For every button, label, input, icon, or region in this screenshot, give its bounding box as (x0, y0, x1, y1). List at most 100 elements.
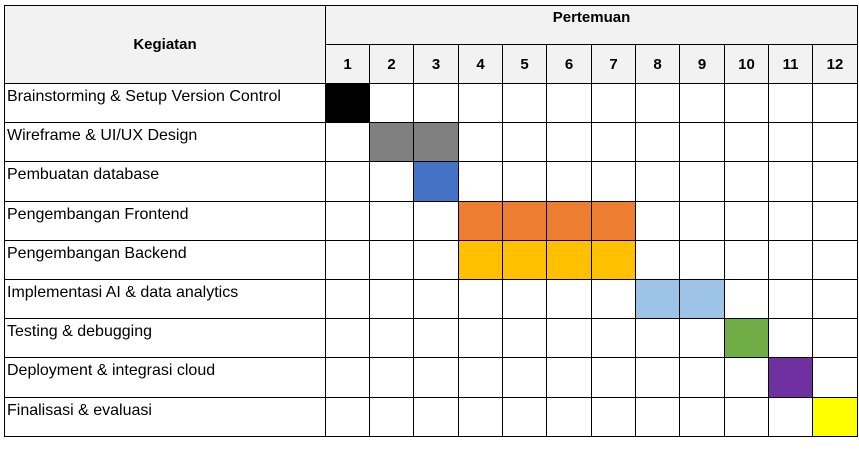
table-row: Brainstorming & Setup Version Control (4, 82, 858, 124)
schedule-cell (768, 239, 813, 280)
meeting-number-5: 5 (502, 44, 547, 84)
activity-label: Deployment & integrasi cloud (4, 357, 326, 398)
schedule-bar-cell (724, 318, 769, 359)
table-row: Finalisasi & evaluasi (4, 396, 858, 437)
schedule-bar-cell (458, 239, 503, 280)
activity-column-header: Kegiatan (4, 5, 326, 84)
schedule-cell (679, 318, 725, 359)
schedule-cell (546, 357, 592, 398)
schedule-bar-cell (591, 200, 636, 241)
schedule-cell (413, 82, 459, 124)
schedule-bar-cell (591, 239, 636, 280)
schedule-cell (591, 318, 636, 359)
schedule-cell (369, 278, 414, 320)
schedule-cell (413, 200, 459, 241)
schedule-cell (458, 318, 503, 359)
activity-label: Pembuatan database (4, 161, 326, 202)
schedule-cell (369, 82, 414, 124)
activity-label: Wireframe & UI/UX Design (4, 122, 326, 163)
schedule-cell (546, 318, 592, 359)
schedule-cell (768, 122, 813, 163)
table-row: Testing & debugging (4, 318, 858, 359)
schedule-cell (369, 357, 414, 398)
schedule-cell (325, 396, 370, 437)
schedule-cell (458, 357, 503, 398)
schedule-cell (369, 161, 414, 202)
meeting-number-9: 9 (679, 44, 725, 84)
schedule-cell (812, 278, 858, 320)
schedule-cell (635, 318, 680, 359)
table-row: Wireframe & UI/UX Design (4, 122, 858, 163)
schedule-bar-cell (502, 239, 547, 280)
schedule-cell (679, 396, 725, 437)
schedule-cell (369, 318, 414, 359)
activity-label: Implementasi AI & data analytics (4, 278, 326, 320)
schedule-cell (635, 239, 680, 280)
schedule-bar-cell (635, 278, 680, 320)
table-row: Pengembangan Backend (4, 239, 858, 280)
schedule-cell (724, 396, 769, 437)
meeting-number-1: 1 (325, 44, 370, 84)
schedule-cell (458, 82, 503, 124)
schedule-cell (325, 161, 370, 202)
schedule-cell (679, 200, 725, 241)
schedule-cell (635, 200, 680, 241)
schedule-cell (413, 239, 459, 280)
schedule-cell (812, 318, 858, 359)
schedule-cell (724, 200, 769, 241)
meeting-number-10: 10 (724, 44, 769, 84)
activity-label: Pengembangan Frontend (4, 200, 326, 241)
meeting-number-8: 8 (635, 44, 680, 84)
schedule-cell (591, 161, 636, 202)
schedule-bar-cell (413, 122, 459, 163)
schedule-cell (768, 82, 813, 124)
schedule-cell (635, 396, 680, 437)
schedule-cell (812, 239, 858, 280)
schedule-cell (679, 357, 725, 398)
schedule-cell (635, 122, 680, 163)
schedule-cell (413, 357, 459, 398)
schedule-cell (591, 82, 636, 124)
schedule-cell (325, 200, 370, 241)
table-row: Implementasi AI & data analytics (4, 278, 858, 320)
schedule-cell (812, 161, 858, 202)
schedule-cell (413, 396, 459, 437)
schedule-cell (502, 357, 547, 398)
meeting-number-4: 4 (458, 44, 503, 84)
schedule-cell (812, 122, 858, 163)
schedule-cell (679, 122, 725, 163)
schedule-cell (458, 278, 503, 320)
schedule-bar-cell (812, 396, 858, 437)
schedule-cell (768, 200, 813, 241)
schedule-bar-cell (679, 278, 725, 320)
schedule-cell (369, 396, 414, 437)
schedule-cell (369, 200, 414, 241)
schedule-cell (635, 357, 680, 398)
meeting-number-2: 2 (369, 44, 414, 84)
schedule-cell (724, 357, 769, 398)
schedule-cell (635, 161, 680, 202)
schedule-cell (812, 200, 858, 241)
schedule-cell (325, 122, 370, 163)
meetings-column-header: Pertemuan (325, 5, 858, 45)
schedule-cell (502, 278, 547, 320)
schedule-cell (458, 396, 503, 437)
schedule-bar-cell (325, 82, 370, 124)
meeting-number-7: 7 (591, 44, 636, 84)
schedule-cell (812, 357, 858, 398)
schedule-cell (502, 122, 547, 163)
schedule-cell (546, 161, 592, 202)
schedule-bar-cell (458, 200, 503, 241)
schedule-cell (502, 161, 547, 202)
schedule-cell (325, 357, 370, 398)
table-row: Deployment & integrasi cloud (4, 357, 858, 398)
activity-label: Pengembangan Backend (4, 239, 326, 280)
schedule-cell (325, 278, 370, 320)
schedule-cell (635, 82, 680, 124)
schedule-cell (369, 239, 414, 280)
schedule-bar-cell (768, 357, 813, 398)
schedule-cell (502, 318, 547, 359)
gantt-body: Brainstorming & Setup Version Control Wir… (4, 82, 858, 437)
schedule-cell (724, 122, 769, 163)
schedule-cell (502, 396, 547, 437)
